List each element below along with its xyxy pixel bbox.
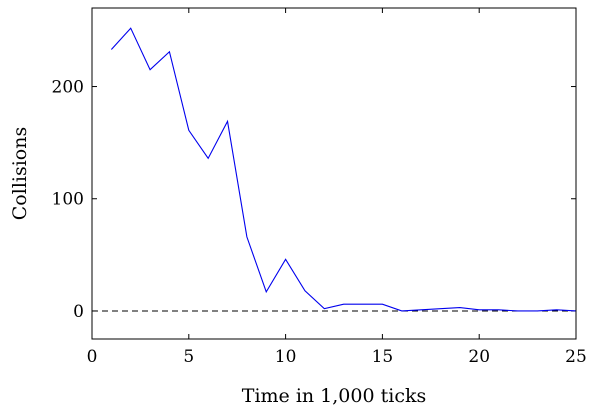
y-axis-label: Collisions xyxy=(9,127,31,220)
y-tick-label: 100 xyxy=(52,190,84,210)
y-tick-label: 200 xyxy=(52,78,84,98)
x-tick-label: 5 xyxy=(183,347,194,367)
ticks-layer xyxy=(91,8,577,339)
series-layer xyxy=(110,27,577,312)
x-tick-label: 25 xyxy=(565,347,587,367)
x-tick-label: 20 xyxy=(468,347,490,367)
plot-frame xyxy=(91,7,577,340)
series-line xyxy=(110,27,577,312)
x-tick-label: 15 xyxy=(372,347,394,367)
x-axis-label: Time in 1,000 ticks xyxy=(242,385,426,407)
tick-labels-layer: 0 5 10 15 20 25 0 100 200 xyxy=(52,78,587,367)
y-tick-label: 0 xyxy=(73,302,84,322)
x-tick-label: 0 xyxy=(87,347,98,367)
x-tick-label: 10 xyxy=(275,347,297,367)
